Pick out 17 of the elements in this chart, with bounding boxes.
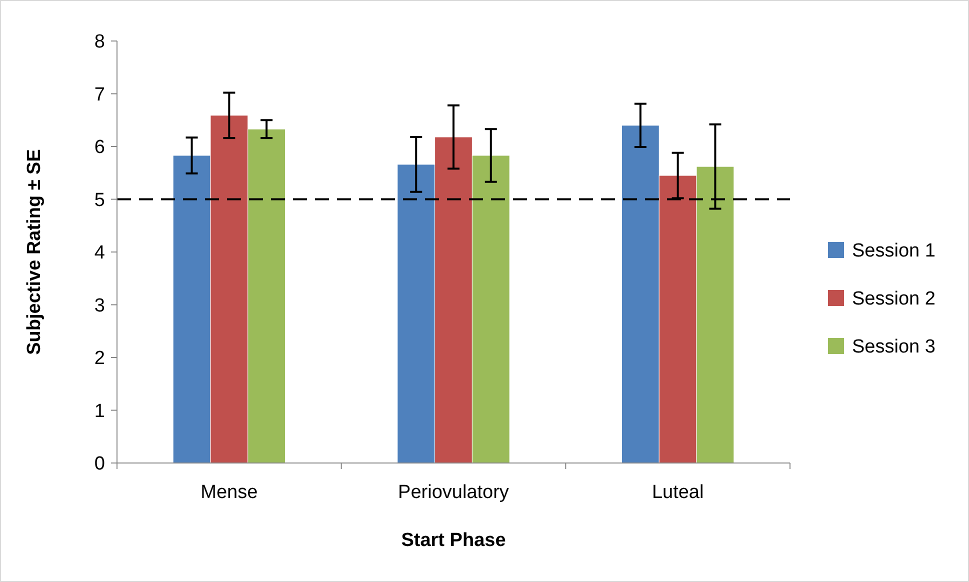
y-tick-label: 4 (94, 242, 106, 264)
y-tick-label: 8 (94, 32, 105, 53)
x-tick-label: Mense (200, 482, 258, 503)
legend-label: Session 3 (852, 336, 936, 358)
y-tick-label: 3 (94, 295, 105, 316)
y-tick-label: 1 (94, 400, 105, 422)
y-tick-label: 5 (94, 190, 105, 211)
x-tick-label: Luteal (652, 482, 704, 503)
y-tick-label: 2 (94, 348, 105, 370)
y-tick-label: 0 (94, 454, 105, 475)
x-axis-title: Start Phase (401, 530, 506, 551)
legend-label: Session 2 (852, 288, 936, 310)
y-tick-label: 7 (94, 84, 105, 106)
y-axis-title: Subjective Rating ± SE (24, 149, 45, 355)
legend-label: Session 1 (852, 240, 936, 262)
x-tick-label: Periovulatory (398, 482, 510, 503)
y-tick-label: 6 (94, 137, 105, 158)
